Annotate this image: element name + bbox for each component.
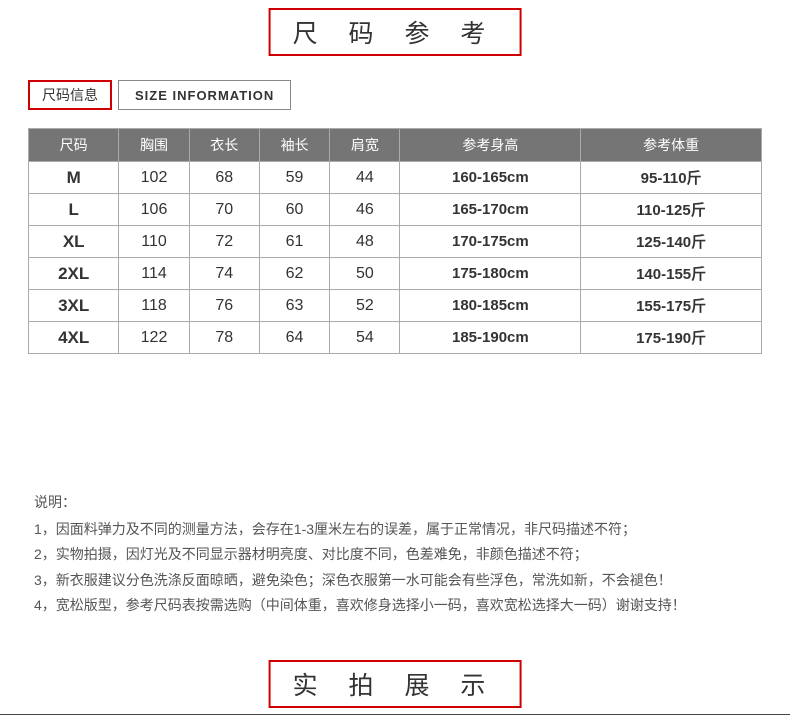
table-cell: 48 (330, 226, 400, 258)
table-cell: 59 (259, 162, 329, 194)
table-row: XL110726148170-175cm125-140斤 (29, 226, 762, 258)
bottom-divider (0, 714, 790, 715)
table-cell: 155-175斤 (581, 290, 762, 322)
header-length: 衣长 (189, 129, 259, 162)
table-cell: 2XL (29, 258, 119, 290)
table-cell: 185-190cm (400, 322, 581, 354)
table-row: 3XL118766352180-185cm155-175斤 (29, 290, 762, 322)
size-info-label-cn: 尺码信息 (28, 80, 112, 110)
table-cell: XL (29, 226, 119, 258)
header-chest: 胸围 (119, 129, 189, 162)
table-cell: 76 (189, 290, 259, 322)
header-sleeve: 袖长 (259, 129, 329, 162)
table-cell: 3XL (29, 290, 119, 322)
table-cell: 140-155斤 (581, 258, 762, 290)
table-cell: 60 (259, 194, 329, 226)
table-cell: 114 (119, 258, 189, 290)
notes-section: 说明： 1，因面料弹力及不同的测量方法，会存在1-3厘米左右的误差，属于正常情况… (34, 490, 754, 618)
notes-line: 3，新衣服建议分色洗涤反面晾晒，避免染色；深色衣服第一水可能会有些浮色，常洗如新… (34, 568, 754, 593)
table-cell: 175-180cm (400, 258, 581, 290)
header-shoulder: 肩宽 (330, 129, 400, 162)
size-table: 尺码 胸围 衣长 袖长 肩宽 参考身高 参考体重 M102685944160-1… (28, 128, 762, 354)
table-cell: 50 (330, 258, 400, 290)
header-size: 尺码 (29, 129, 119, 162)
table-cell: 70 (189, 194, 259, 226)
table-cell: 110 (119, 226, 189, 258)
table-row: M102685944160-165cm95-110斤 (29, 162, 762, 194)
notes-title: 说明： (34, 490, 754, 515)
table-row: 2XL114746250175-180cm140-155斤 (29, 258, 762, 290)
table-cell: 72 (189, 226, 259, 258)
table-cell: 118 (119, 290, 189, 322)
notes-line: 4，宽松版型，参考尺码表按需选购（中间体重，喜欢修身选择小一码，喜欢宽松选择大一… (34, 593, 754, 618)
table-cell: 78 (189, 322, 259, 354)
table-cell: 160-165cm (400, 162, 581, 194)
size-reference-title: 尺 码 参 考 (269, 8, 522, 56)
table-cell: 122 (119, 322, 189, 354)
table-cell: 62 (259, 258, 329, 290)
table-cell: 125-140斤 (581, 226, 762, 258)
header-weight: 参考体重 (581, 129, 762, 162)
table-cell: 175-190斤 (581, 322, 762, 354)
table-row: 4XL122786454185-190cm175-190斤 (29, 322, 762, 354)
table-cell: 102 (119, 162, 189, 194)
table-cell: 54 (330, 322, 400, 354)
table-cell: 165-170cm (400, 194, 581, 226)
table-cell: 44 (330, 162, 400, 194)
table-cell: 170-175cm (400, 226, 581, 258)
sub-header: 尺码信息 SIZE INFORMATION (28, 80, 291, 110)
table-cell: 61 (259, 226, 329, 258)
notes-line: 1，因面料弹力及不同的测量方法，会存在1-3厘米左右的误差，属于正常情况，非尺码… (34, 517, 754, 542)
notes-line: 2，实物拍摄，因灯光及不同显示器材明亮度、对比度不同，色差难免，非颜色描述不符； (34, 542, 754, 567)
table-cell: 63 (259, 290, 329, 322)
table-cell: M (29, 162, 119, 194)
table-cell: 95-110斤 (581, 162, 762, 194)
table-cell: 68 (189, 162, 259, 194)
table-cell: 74 (189, 258, 259, 290)
table-cell: 110-125斤 (581, 194, 762, 226)
table-cell: 46 (330, 194, 400, 226)
table-cell: 4XL (29, 322, 119, 354)
header-height: 参考身高 (400, 129, 581, 162)
table-cell: 106 (119, 194, 189, 226)
photo-display-title: 实 拍 展 示 (269, 660, 522, 708)
table-header-row: 尺码 胸围 衣长 袖长 肩宽 参考身高 参考体重 (29, 129, 762, 162)
table-cell: 52 (330, 290, 400, 322)
size-info-label-en: SIZE INFORMATION (118, 80, 291, 110)
table-cell: L (29, 194, 119, 226)
table-cell: 180-185cm (400, 290, 581, 322)
table-row: L106706046165-170cm110-125斤 (29, 194, 762, 226)
table-cell: 64 (259, 322, 329, 354)
